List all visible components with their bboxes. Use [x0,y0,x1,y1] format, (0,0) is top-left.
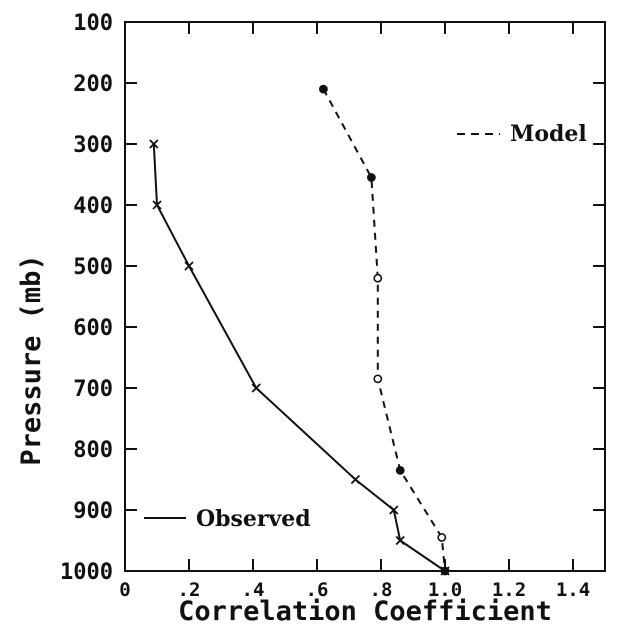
data-point-model [437,533,447,542]
y-tick-label: 100 [73,11,113,36]
data-point-observed [152,200,162,210]
data-point-model [373,273,383,283]
y-tick-label: 800 [73,438,113,463]
y-tick-label: 700 [73,377,113,402]
series-layer [149,84,450,576]
y-tick-labels: 100 200 300 400 500 600 700 800 900 1000 [60,11,113,585]
data-point-observed [251,383,261,393]
y-tick-label: 600 [73,316,113,341]
plot-frame [124,21,606,572]
data-point-observed [395,535,405,546]
y-tick-label: 1000 [60,560,113,585]
x-tick-label: 1.4 [556,579,590,601]
x-tick-label: .6 [306,579,329,601]
y-tick-label: 900 [73,499,113,524]
y-tick-label: 400 [73,194,113,219]
x-tick-label: .4 [242,579,265,601]
series-line-observed [152,143,446,572]
x-tick-label: 1.0 [428,579,462,601]
data-point-observed [440,566,450,576]
y-tick-label: 200 [73,72,113,97]
data-point-observed [149,139,159,149]
tick-marks [125,22,605,571]
y-tick-label: 500 [73,255,113,280]
data-point-model [318,84,328,94]
legend-observed-label: Observed [196,506,311,532]
x-tick-label: 1.2 [492,579,526,601]
data-point-model [395,465,405,475]
data-point-model [373,374,383,384]
y-axis-title: Pressure (mb) [16,254,47,465]
legend-observed: Observed [144,506,311,532]
x-tick-labels: 0 .2 .4 .6 .8 1.0 1.2 1.4 [119,579,590,601]
x-tick-label: .8 [370,579,393,601]
x-tick-label: .2 [178,579,201,601]
x-axis-title: Correlation Coefficient [178,596,552,627]
data-point-observed [389,505,399,515]
legend-model-label: Model [510,121,587,147]
legend-model: Model [457,121,587,147]
data-point-observed [184,261,194,271]
x-tick-label: 0 [119,579,130,601]
data-point-model [366,173,376,182]
y-tick-label: 300 [73,133,113,158]
plot-area [124,21,606,576]
data-point-observed [350,474,361,485]
